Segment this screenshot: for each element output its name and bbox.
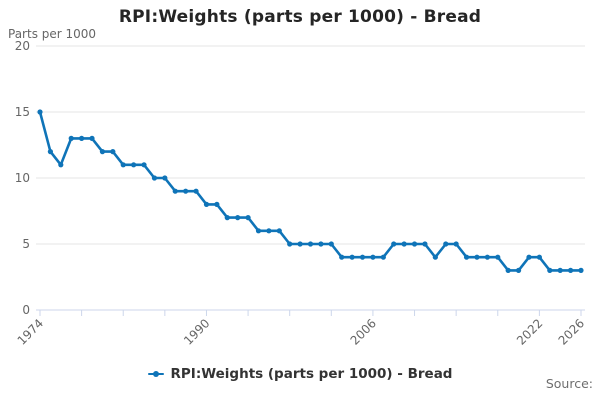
data-point-marker <box>422 241 428 247</box>
data-point-marker <box>110 149 116 155</box>
data-point-marker <box>370 254 376 260</box>
data-point-marker <box>505 267 511 273</box>
data-point-marker <box>89 135 95 141</box>
y-tick-label: 0 <box>22 303 30 317</box>
y-tick-label: 20 <box>15 39 30 53</box>
data-point-marker <box>266 228 272 234</box>
data-point-marker <box>297 241 303 247</box>
data-point-marker <box>151 175 158 181</box>
y-tick-label: 5 <box>22 237 30 251</box>
data-point-marker <box>131 162 137 168</box>
legend-label: RPI:Weights (parts per 1000) - Bread <box>170 366 453 382</box>
y-tick-label: 10 <box>15 171 30 185</box>
data-point-marker <box>276 228 282 234</box>
data-point-marker <box>557 267 563 273</box>
data-point-marker <box>432 254 438 260</box>
data-point-marker <box>183 188 189 194</box>
data-point-marker <box>245 215 251 221</box>
x-tick-label: 2022 <box>514 316 545 347</box>
data-point-marker <box>391 241 397 247</box>
source-label: Source: <box>545 376 593 391</box>
data-point-marker <box>484 254 490 260</box>
data-point-marker <box>463 254 470 260</box>
x-tick-label: 1990 <box>181 316 212 347</box>
data-point-marker <box>255 228 262 234</box>
data-point-marker <box>79 135 85 141</box>
data-point-marker <box>214 201 220 207</box>
x-tick-label: 2006 <box>348 316 379 347</box>
data-point-marker <box>287 241 293 247</box>
series-line <box>38 110 583 272</box>
data-point-marker <box>339 254 345 260</box>
data-point-marker <box>474 254 480 260</box>
data-point-marker <box>99 149 106 155</box>
chart-title: RPI:Weights (parts per 1000) - Bread <box>118 7 482 27</box>
data-point-marker <box>172 188 178 194</box>
data-point-marker <box>453 241 459 247</box>
data-point-marker <box>37 109 43 115</box>
data-point-marker <box>193 188 199 194</box>
data-point-marker <box>318 241 324 247</box>
legend-line-marker <box>147 371 164 377</box>
data-point-marker <box>203 201 210 207</box>
x-tick-label: 2026 <box>556 316 587 347</box>
data-point-marker <box>47 149 54 155</box>
data-point-marker <box>328 241 334 247</box>
data-point-marker <box>68 135 74 141</box>
data-point-marker <box>120 162 126 168</box>
data-point-marker <box>536 254 542 260</box>
data-point-marker <box>349 254 355 260</box>
data-point-marker <box>380 254 386 260</box>
y-tick-label: 15 <box>15 105 30 119</box>
data-point-marker <box>547 267 553 273</box>
data-point-marker <box>58 162 64 168</box>
data-point-marker <box>567 267 574 273</box>
data-point-marker <box>401 241 407 247</box>
data-point-marker <box>526 254 532 260</box>
data-point-marker <box>224 215 230 221</box>
legend-dot-icon <box>152 371 159 377</box>
data-point-marker <box>307 241 314 247</box>
plot-area: 0 5 10 15 20 1974 1990 2006 2022 2026 <box>15 39 587 348</box>
data-point-marker <box>359 254 366 260</box>
data-point-marker <box>515 267 522 273</box>
data-point-marker <box>162 175 168 181</box>
data-point-marker <box>443 241 449 247</box>
data-point-marker <box>578 267 584 273</box>
x-tick-label: 1974 <box>15 316 46 347</box>
data-point-marker <box>411 241 418 247</box>
y-axis-title: Parts per 1000 <box>8 27 97 41</box>
data-point-marker <box>141 162 147 168</box>
legend-item[interactable]: RPI:Weights (parts per 1000) - Bread <box>0 366 600 382</box>
data-point-marker <box>235 215 241 221</box>
data-point-marker <box>495 254 501 260</box>
